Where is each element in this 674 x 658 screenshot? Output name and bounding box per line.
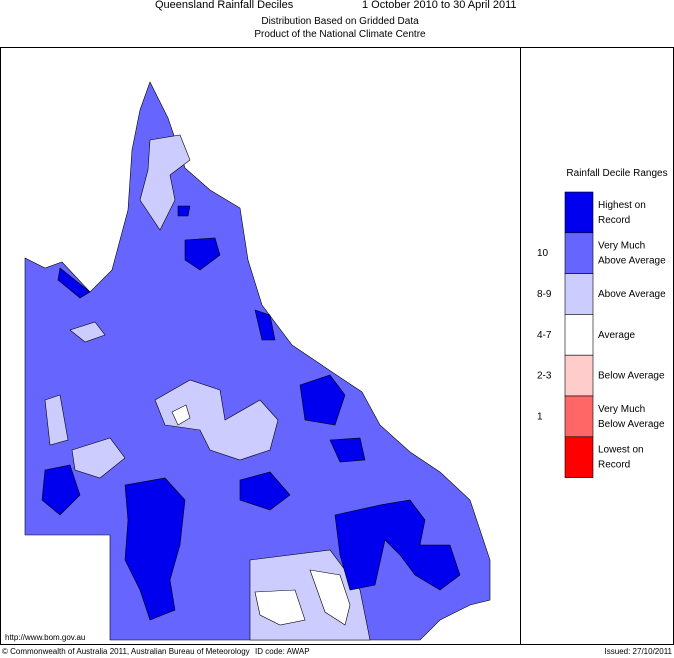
region [171, 404, 191, 426]
legend-range: 1 [537, 411, 543, 422]
subtitle: Product of the National Climate Centre [254, 29, 426, 40]
region [254, 589, 306, 626]
period: 1 October 2010 to 30 April 2011 [362, 0, 517, 11]
legend-range: 2-3 [537, 371, 552, 382]
url: http://www.bom.gov.au [5, 633, 85, 642]
legend-title: Rainfall Decile Ranges [566, 168, 667, 179]
legend-label: Record [598, 460, 630, 471]
legend-label: Average [598, 330, 636, 341]
legend-swatch [564, 232, 594, 274]
map [24, 81, 491, 641]
region [239, 471, 291, 511]
region [177, 205, 191, 217]
issued: Issued: 27/10/2011 [605, 647, 673, 656]
legend-label: Lowest on [598, 445, 644, 456]
region [57, 267, 91, 299]
legend-range: 4-7 [537, 330, 552, 341]
legend: Highest on Record 10 Very Much Above Average… [537, 191, 666, 478]
region [184, 237, 221, 271]
legend-label: Below Average [598, 419, 665, 430]
legend-swatch [564, 395, 594, 438]
region [334, 499, 461, 591]
title: Queensland Rainfall Deciles [155, 0, 294, 11]
legend-swatch [564, 314, 594, 356]
region [309, 569, 351, 626]
region [69, 321, 106, 343]
legend-label: Highest on [598, 200, 646, 211]
region [329, 437, 366, 463]
id-code: ID code: AWAP [255, 647, 310, 656]
legend-range: 10 [537, 248, 549, 259]
region [139, 134, 191, 231]
region [124, 477, 186, 621]
legend-swatch [564, 436, 594, 478]
region [41, 464, 81, 516]
legend-swatch [564, 191, 594, 234]
legend-label: Very Much [598, 241, 645, 252]
legend-label: Above Average [598, 256, 666, 267]
legend-label: Below Average [598, 371, 665, 382]
region [299, 374, 346, 426]
region [71, 437, 126, 479]
legend-label: Very Much [598, 404, 645, 415]
copyright: © Commonwealth of Australia 2011, Austra… [2, 647, 250, 656]
legend-swatch [564, 273, 594, 315]
region [254, 309, 276, 341]
legend-label: Above Average [598, 289, 666, 300]
legend-swatch [564, 354, 594, 397]
subtitle: Distribution Based on Gridded Data [261, 16, 419, 27]
legend-label: Record [598, 215, 630, 226]
legend-range: 8-9 [537, 289, 552, 300]
region [44, 394, 69, 446]
region [154, 379, 279, 461]
